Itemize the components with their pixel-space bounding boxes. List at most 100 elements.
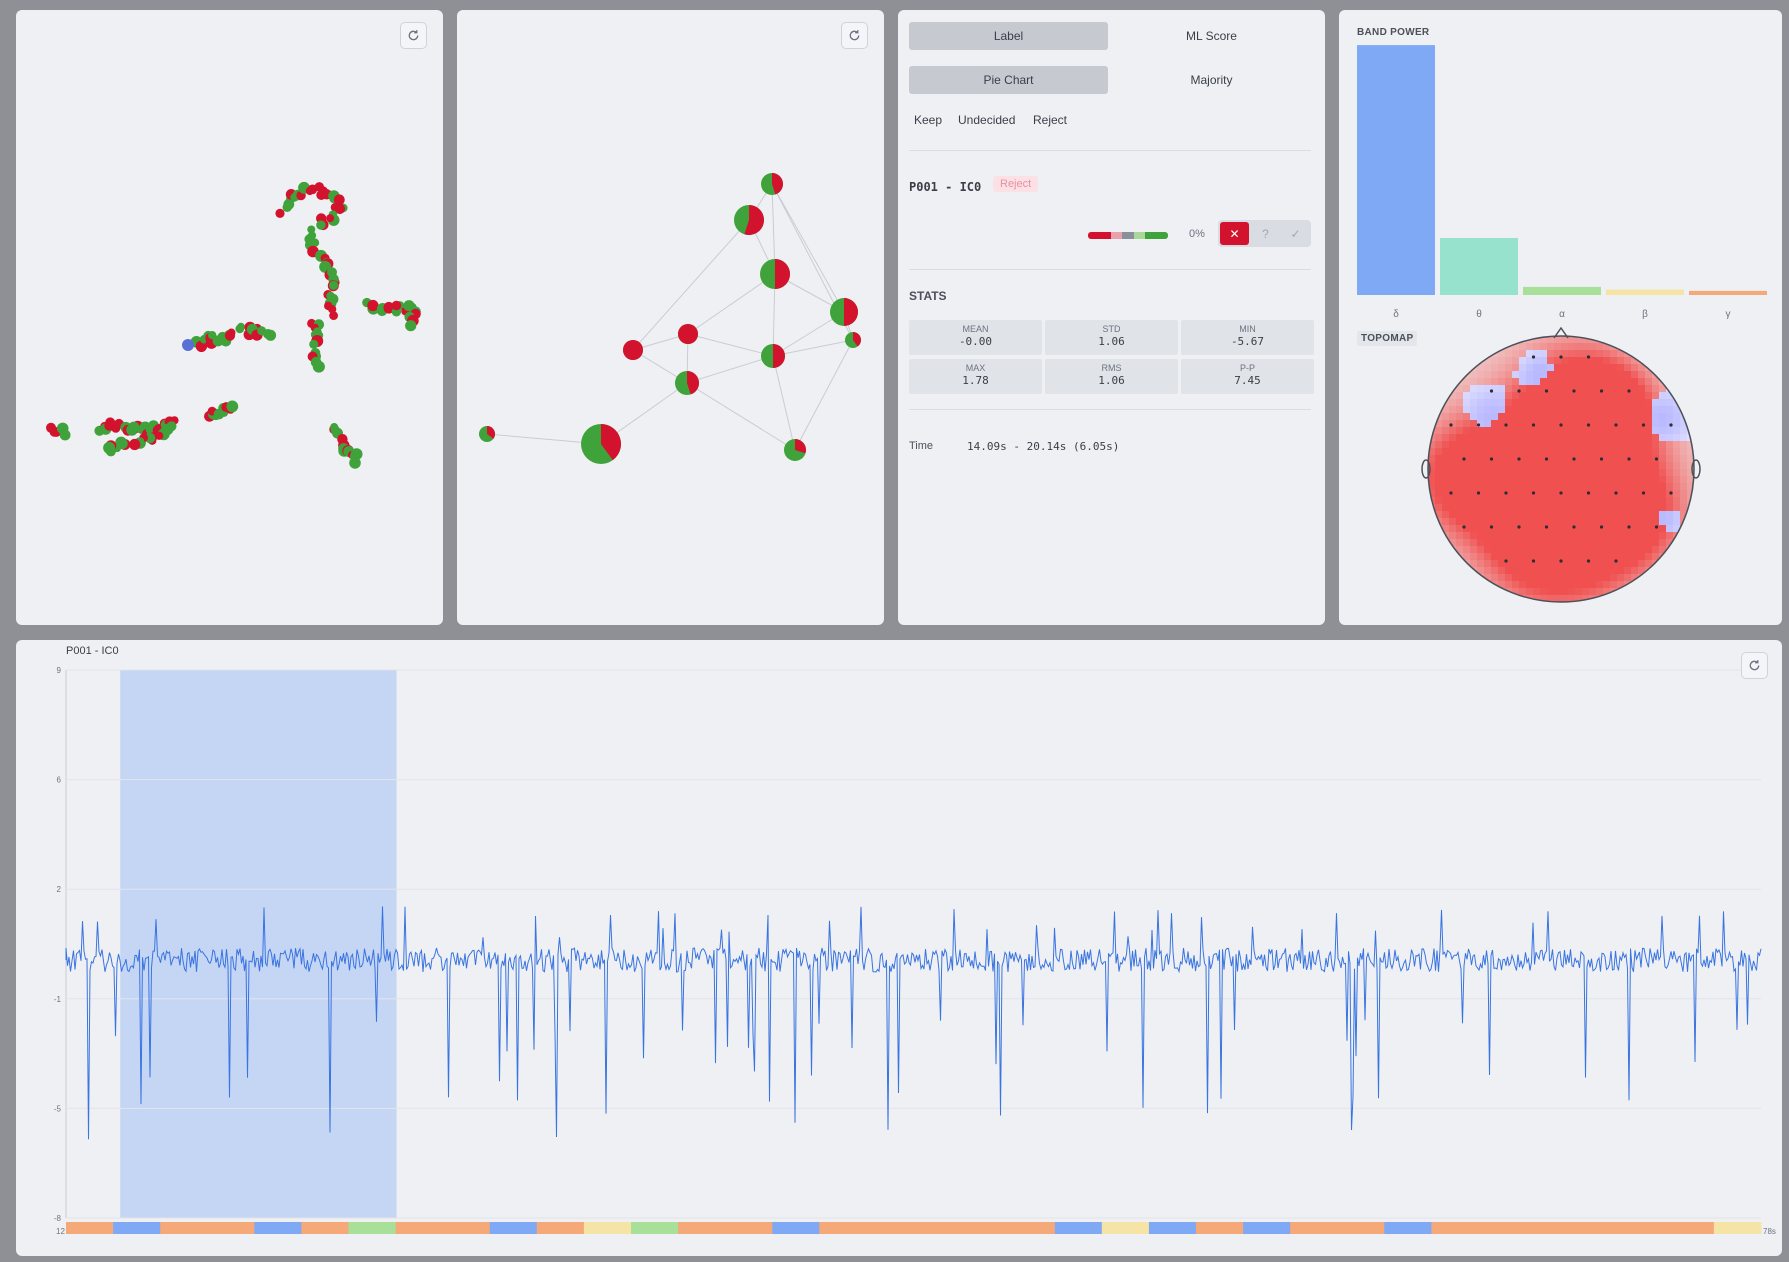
- topomap-cell: [1554, 553, 1562, 561]
- filter-keep[interactable]: Keep: [914, 113, 943, 127]
- graph-node[interactable]: [623, 340, 643, 360]
- topomap-cell: [1470, 343, 1478, 351]
- topomap-cell: [1666, 357, 1674, 365]
- topomap-cell: [1540, 427, 1548, 435]
- tab-ml-score[interactable]: ML Score: [1186, 29, 1237, 43]
- topomap-cell: [1589, 392, 1597, 400]
- topomap-cell: [1568, 413, 1576, 421]
- topomap-cell: [1652, 588, 1660, 596]
- topomap-cell: [1491, 378, 1499, 386]
- filter-reject[interactable]: Reject: [1033, 113, 1068, 127]
- scatter-plot[interactable]: [16, 10, 443, 625]
- graph-node[interactable]: [760, 259, 790, 289]
- topomap-cell: [1561, 546, 1569, 554]
- graph-node[interactable]: [845, 332, 861, 348]
- topomap-cell: [1477, 392, 1485, 400]
- head-outline: [1427, 335, 1695, 603]
- topomap-cell: [1652, 581, 1660, 589]
- selection-region[interactable]: [120, 670, 397, 1218]
- topomap-cell: [1526, 385, 1534, 393]
- stat-value: -5.67: [1230, 335, 1265, 348]
- topomap-cell: [1638, 343, 1646, 351]
- topomap-cell: [1554, 504, 1562, 512]
- topomap-cell: [1589, 378, 1597, 386]
- topomap-cell: [1596, 371, 1604, 379]
- cluster-graph[interactable]: [457, 10, 884, 625]
- graph-node[interactable]: [784, 439, 806, 461]
- scatter-point: [326, 214, 335, 223]
- scatter-reset-button[interactable]: [400, 22, 427, 49]
- topomap-cell: [1498, 413, 1506, 421]
- scatter-point: [327, 293, 339, 305]
- tab-label[interactable]: Label: [909, 22, 1108, 50]
- topomap-cell: [1680, 560, 1688, 568]
- band-tick-label: δ: [1393, 309, 1399, 320]
- topomap-cell: [1631, 518, 1639, 526]
- graph-reset-button[interactable]: [841, 22, 868, 49]
- topomap-cell: [1596, 364, 1604, 372]
- graph-node[interactable]: [761, 173, 783, 195]
- topomap-cell: [1505, 441, 1513, 449]
- topomap-cell: [1645, 434, 1653, 442]
- topomap-cell: [1540, 357, 1548, 365]
- topomap-cell: [1617, 378, 1625, 386]
- graph-node[interactable]: [678, 324, 698, 344]
- topomap-cell: [1505, 574, 1513, 582]
- topomap-cell: [1610, 497, 1618, 505]
- topomap-cell: [1589, 420, 1597, 428]
- stat-min: MIN -5.67: [1181, 320, 1314, 355]
- topomap-cell: [1470, 560, 1478, 568]
- graph-node[interactable]: [479, 426, 495, 442]
- keep-button[interactable]: ✓: [1290, 226, 1301, 241]
- topomap-cell: [1547, 455, 1555, 463]
- graph-node[interactable]: [675, 371, 699, 395]
- graph-node[interactable]: [581, 424, 622, 464]
- topomap-cell: [1526, 560, 1534, 568]
- topomap-cell: [1617, 497, 1625, 505]
- topomap-cell: [1568, 504, 1576, 512]
- topomap-cell: [1659, 483, 1667, 491]
- topomap-cell: [1470, 497, 1478, 505]
- topomap-cell: [1519, 560, 1527, 568]
- topomap-cell: [1624, 567, 1632, 575]
- topomap-cell: [1442, 490, 1450, 498]
- topomap-cell: [1659, 546, 1667, 554]
- scatter-point: [237, 322, 245, 331]
- topomap-cell: [1540, 532, 1548, 540]
- topomap-cell: [1666, 560, 1674, 568]
- topomap-cell: [1659, 357, 1667, 365]
- topomap-cell: [1610, 371, 1618, 379]
- tab-majority[interactable]: Majority: [1190, 73, 1233, 87]
- filter-undecided[interactable]: Undecided: [958, 113, 1016, 127]
- topomap-cell: [1491, 399, 1499, 407]
- undecided-button[interactable]: ?: [1262, 226, 1269, 241]
- node-reject-share: [623, 340, 643, 360]
- tab-pie-chart[interactable]: Pie Chart: [909, 66, 1108, 94]
- topomap-cell: [1505, 420, 1513, 428]
- topomap-cell: [1484, 427, 1492, 435]
- topomap-cell: [1645, 504, 1653, 512]
- topomap-cell: [1449, 406, 1457, 414]
- signal-reset-button[interactable]: [1741, 652, 1768, 679]
- topomap-cell: [1624, 434, 1632, 442]
- graph-node[interactable]: [734, 205, 764, 235]
- topomap-cell: [1533, 392, 1541, 400]
- topomap-cell: [1680, 581, 1688, 589]
- graph-node[interactable]: [761, 344, 785, 368]
- topomap-cell: [1484, 434, 1492, 442]
- signal-plot[interactable]: 962-1-5-812 78s: [16, 640, 1782, 1256]
- topomap-cell: [1575, 413, 1583, 421]
- graph-edge: [686, 382, 796, 451]
- topomap-cell: [1435, 378, 1443, 386]
- topomap-cell: [1498, 385, 1506, 393]
- topomap-cell: [1652, 448, 1660, 456]
- right-ear-icon: [1691, 459, 1701, 479]
- topomap-cell: [1547, 378, 1555, 386]
- topomap-cell: [1484, 511, 1492, 519]
- electrode-dot: [1669, 491, 1673, 495]
- topomap-cell: [1498, 483, 1506, 491]
- reject-button[interactable]: ✕: [1220, 222, 1249, 245]
- topomap-cell: [1526, 434, 1534, 442]
- electrode-dot: [1531, 491, 1536, 495]
- graph-node[interactable]: [830, 298, 858, 326]
